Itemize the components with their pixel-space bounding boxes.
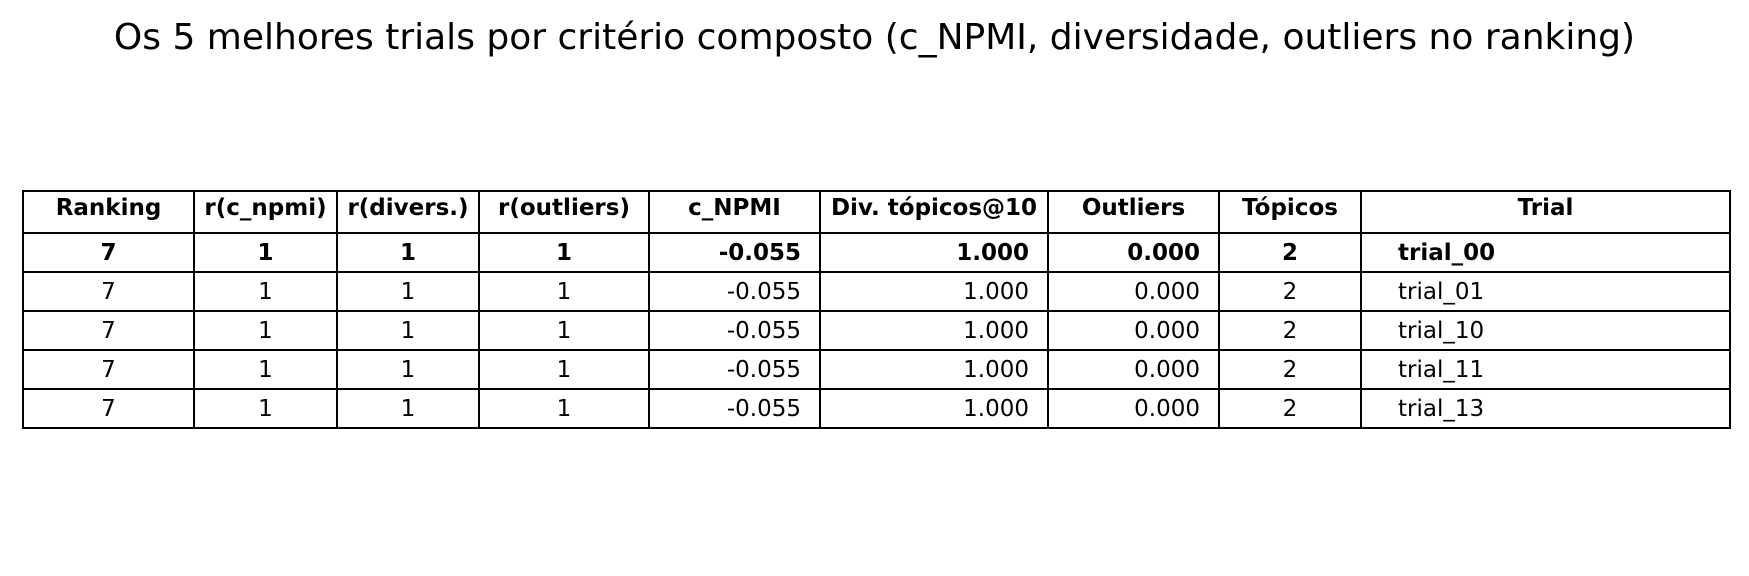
column-header-r-divers: r(divers.): [336, 190, 480, 234]
column-header-ranking: Ranking: [22, 190, 195, 234]
table-row: 7 1 1 1 -0.055 1.000 0.000 2 trial_10: [22, 310, 1731, 351]
column-header-c-npmi: c_NPMI: [648, 190, 821, 234]
cell-c-npmi: -0.055: [648, 349, 821, 390]
cell-r-outliers: 1: [478, 349, 650, 390]
cell-r-divers: 1: [336, 388, 480, 429]
cell-trial: trial_10: [1360, 310, 1731, 351]
cell-outliers: 0.000: [1047, 349, 1220, 390]
cell-ranking: 7: [22, 271, 195, 312]
cell-r-c-npmi: 1: [193, 388, 338, 429]
table-row: 7 1 1 1 -0.055 1.000 0.000 2 trial_01: [22, 271, 1731, 312]
cell-outliers: 0.000: [1047, 232, 1220, 273]
cell-ranking: 7: [22, 349, 195, 390]
column-header-topicos: Tópicos: [1218, 190, 1362, 234]
cell-trial: trial_00: [1360, 232, 1731, 273]
cell-r-divers: 1: [336, 232, 480, 273]
cell-trial: trial_11: [1360, 349, 1731, 390]
column-header-r-outliers: r(outliers): [478, 190, 650, 234]
ranking-table: Ranking r(c_npmi) r(divers.) r(outliers)…: [22, 190, 1731, 429]
cell-outliers: 0.000: [1047, 310, 1220, 351]
chart-title: Os 5 melhores trials por critério compos…: [113, 17, 1636, 58]
cell-r-outliers: 1: [478, 232, 650, 273]
cell-div-topicos: 1.000: [819, 388, 1049, 429]
cell-trial: trial_01: [1360, 271, 1731, 312]
cell-c-npmi: -0.055: [648, 232, 821, 273]
cell-div-topicos: 1.000: [819, 232, 1049, 273]
cell-c-npmi: -0.055: [648, 310, 821, 351]
cell-div-topicos: 1.000: [819, 310, 1049, 351]
cell-trial: trial_13: [1360, 388, 1731, 429]
cell-ranking: 7: [22, 232, 195, 273]
cell-c-npmi: -0.055: [648, 388, 821, 429]
cell-r-c-npmi: 1: [193, 310, 338, 351]
cell-r-outliers: 1: [478, 310, 650, 351]
table-row-best: 7 1 1 1 -0.055 1.000 0.000 2 trial_00: [22, 232, 1731, 273]
cell-topicos: 2: [1218, 271, 1362, 312]
cell-div-topicos: 1.000: [819, 349, 1049, 390]
cell-topicos: 2: [1218, 388, 1362, 429]
cell-r-divers: 1: [336, 310, 480, 351]
column-header-r-c-npmi: r(c_npmi): [193, 190, 338, 234]
cell-r-c-npmi: 1: [193, 232, 338, 273]
cell-topicos: 2: [1218, 310, 1362, 351]
column-header-outliers: Outliers: [1047, 190, 1220, 234]
cell-outliers: 0.000: [1047, 388, 1220, 429]
cell-outliers: 0.000: [1047, 271, 1220, 312]
cell-r-outliers: 1: [478, 388, 650, 429]
column-header-div-topicos: Div. tópicos@10: [819, 190, 1049, 234]
cell-div-topicos: 1.000: [819, 271, 1049, 312]
table-row: 7 1 1 1 -0.055 1.000 0.000 2 trial_13: [22, 388, 1731, 429]
cell-r-c-npmi: 1: [193, 349, 338, 390]
cell-r-c-npmi: 1: [193, 271, 338, 312]
table-row: 7 1 1 1 -0.055 1.000 0.000 2 trial_11: [22, 349, 1731, 390]
cell-ranking: 7: [22, 388, 195, 429]
cell-r-divers: 1: [336, 349, 480, 390]
cell-topicos: 2: [1218, 349, 1362, 390]
cell-ranking: 7: [22, 310, 195, 351]
table-header-row: Ranking r(c_npmi) r(divers.) r(outliers)…: [22, 190, 1731, 234]
column-header-trial: Trial: [1360, 190, 1731, 234]
cell-r-outliers: 1: [478, 271, 650, 312]
cell-c-npmi: -0.055: [648, 271, 821, 312]
cell-r-divers: 1: [336, 271, 480, 312]
cell-topicos: 2: [1218, 232, 1362, 273]
